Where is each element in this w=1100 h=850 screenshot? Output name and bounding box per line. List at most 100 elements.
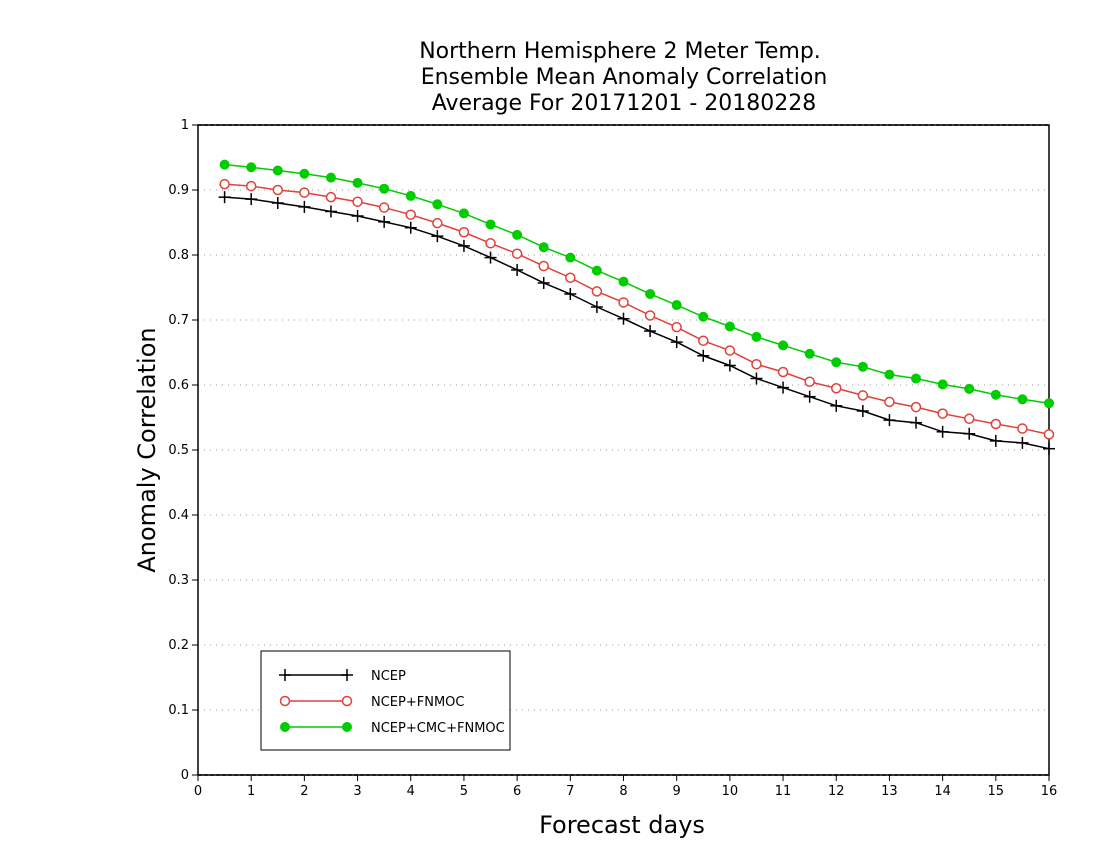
- x-tick-label: 9: [673, 784, 681, 799]
- y-tick-label: 0.7: [168, 313, 189, 328]
- data-point-open-circle: [990, 418, 1002, 430]
- data-point-open-circle: [511, 248, 523, 259]
- data-point-open-circle: [279, 695, 291, 707]
- x-tick-label: 5: [460, 784, 468, 799]
- x-tick-label: 14: [934, 784, 951, 799]
- data-point-filled-circle: [618, 276, 629, 287]
- data-point-filled-circle: [937, 379, 948, 390]
- data-point-open-circle: [910, 401, 922, 413]
- y-tick-label: 0.8: [168, 248, 189, 263]
- title-line-3: Average For 20171201 - 20180228: [432, 91, 817, 116]
- series-ncep: [218, 191, 1055, 455]
- y-tick-label: 0.2: [168, 638, 189, 653]
- data-point-plus: [777, 381, 790, 394]
- title-line-2: Ensemble Mean Anomaly Correlation: [421, 65, 828, 90]
- x-tick-label: 6: [513, 784, 521, 799]
- x-tick-label: 4: [407, 784, 415, 799]
- x-tick-label: 11: [775, 784, 792, 799]
- data-point-open-circle: [219, 178, 230, 190]
- data-point-plus: [936, 425, 949, 438]
- data-point-plus: [1043, 442, 1055, 455]
- data-point-filled-circle: [857, 361, 868, 372]
- y-axis-label: Anomaly Correlation: [133, 327, 161, 572]
- series-ncep-fnmoc: [219, 178, 1055, 440]
- data-point-open-circle: [325, 191, 337, 203]
- data-point-plus: [910, 416, 923, 429]
- legend-entry: NCEP: [279, 669, 406, 684]
- data-point-filled-circle: [591, 265, 602, 276]
- data-point-plus: [670, 336, 683, 349]
- data-point-filled-circle: [485, 219, 496, 230]
- x-tick-label: 7: [566, 784, 574, 799]
- data-point-open-circle: [804, 376, 815, 387]
- data-point-open-circle: [432, 217, 443, 229]
- data-point-plus: [341, 669, 353, 681]
- y-tick-label: 0.4: [168, 508, 189, 523]
- x-tick-label: 12: [828, 784, 845, 799]
- data-series: [218, 159, 1055, 455]
- data-point-open-circle: [591, 286, 603, 297]
- data-point-filled-circle: [884, 369, 895, 380]
- x-tick-label: 2: [300, 784, 308, 799]
- axes: 00.10.20.30.40.50.60.70.80.910 1 2 3 4 5 6 7 8 9 1…: [168, 118, 1057, 799]
- y-tick-label: 0.3: [168, 573, 189, 588]
- title-line-1: Northern Hemisphere 2 Meter Temp.: [419, 39, 821, 64]
- y-tick-label: 0.9: [168, 183, 189, 198]
- data-point-open-circle: [538, 260, 549, 272]
- data-point-open-circle: [299, 187, 310, 198]
- data-point-open-circle: [698, 335, 709, 347]
- data-point-plus: [750, 372, 763, 385]
- data-point-plus: [537, 276, 550, 289]
- data-point-plus: [324, 205, 337, 218]
- data-point-open-circle: [937, 408, 948, 419]
- x-tick-label: 10: [722, 784, 739, 799]
- data-point-plus: [856, 405, 869, 417]
- legend-label: NCEP+FNMOC: [371, 695, 464, 710]
- data-point-open-circle: [671, 321, 682, 333]
- legend-label: NCEP+CMC+FNMOC: [371, 721, 505, 736]
- series-line: [224, 196, 1050, 450]
- data-point-plus: [989, 434, 1002, 447]
- data-point-plus: [298, 200, 311, 213]
- data-point-plus: [271, 197, 284, 209]
- data-point-filled-circle: [724, 321, 735, 332]
- data-point-plus: [617, 312, 630, 325]
- data-point-filled-circle: [778, 340, 789, 351]
- y-tick-label: 0.6: [168, 378, 189, 393]
- data-point-filled-circle: [1044, 398, 1054, 409]
- data-point-plus: [484, 251, 497, 264]
- data-point-filled-circle: [280, 722, 290, 732]
- data-point-filled-circle: [342, 722, 352, 732]
- data-point-open-circle: [245, 180, 257, 192]
- data-point-filled-circle: [246, 162, 257, 173]
- data-point-filled-circle: [299, 168, 310, 179]
- y-tick-label: 0: [181, 768, 189, 783]
- data-point-plus: [279, 669, 291, 681]
- x-tick-label: 13: [881, 784, 898, 799]
- y-tick-label: 0.5: [168, 443, 189, 458]
- data-point-filled-circle: [352, 177, 363, 188]
- data-point-open-circle: [485, 238, 496, 249]
- data-point-filled-circle: [804, 348, 815, 359]
- data-point-open-circle: [724, 345, 736, 356]
- x-tick-label: 0: [194, 784, 202, 799]
- data-point-plus: [590, 301, 603, 313]
- data-point-plus: [431, 230, 444, 243]
- data-point-open-circle: [405, 209, 416, 220]
- legend-entry: NCEP+CMC+FNMOC: [280, 721, 505, 736]
- data-point-filled-circle: [379, 183, 390, 194]
- x-tick-label: 16: [1041, 784, 1058, 799]
- series-ncep-cmc-fnmoc: [219, 159, 1054, 409]
- data-point-plus: [457, 239, 470, 252]
- data-point-filled-circle: [1017, 394, 1028, 405]
- data-point-filled-circle: [325, 172, 336, 183]
- data-point-filled-circle: [219, 159, 230, 170]
- data-point-filled-circle: [272, 165, 283, 176]
- data-point-filled-circle: [831, 357, 842, 368]
- x-tick-label: 1: [247, 784, 255, 799]
- data-point-filled-circle: [911, 373, 922, 384]
- data-point-open-circle: [963, 413, 975, 425]
- data-point-filled-circle: [751, 331, 762, 342]
- data-point-plus: [404, 221, 417, 234]
- data-point-plus: [378, 215, 391, 228]
